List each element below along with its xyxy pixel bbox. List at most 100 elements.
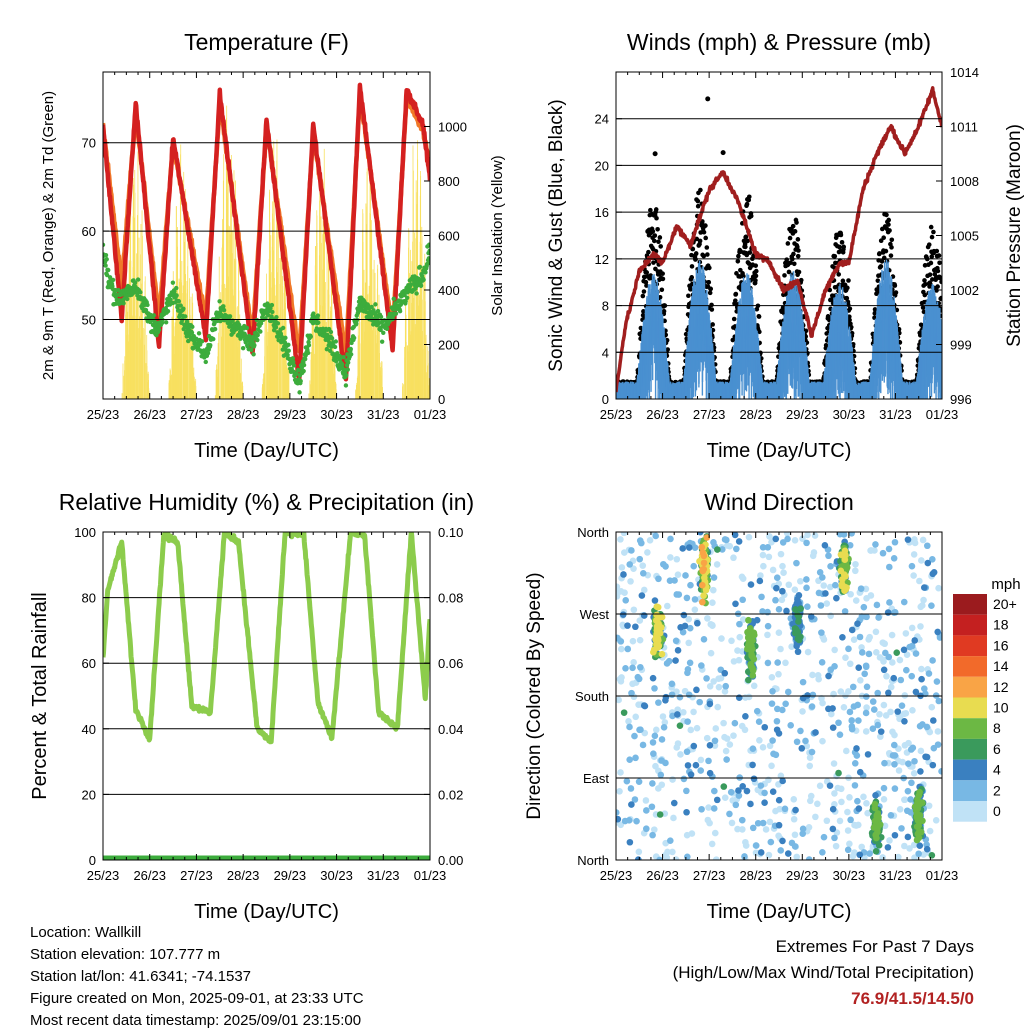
- gust-point: [845, 286, 850, 291]
- gust-outlier: [721, 150, 726, 155]
- dewpoint-point: [249, 348, 253, 352]
- gust-point: [889, 237, 894, 242]
- dewpoint-point: [222, 308, 226, 312]
- dewpoint-point: [181, 306, 185, 310]
- gust-point: [658, 235, 663, 240]
- dewpoint-point: [190, 325, 194, 329]
- dewpoint-point: [252, 343, 256, 347]
- gust-point: [644, 270, 649, 275]
- dewpoint-point: [423, 270, 427, 274]
- dewpoint-point: [245, 326, 249, 330]
- dewpoint-point: [200, 339, 204, 343]
- gust-point: [797, 270, 802, 275]
- dewpoint-point: [208, 343, 212, 347]
- gust-point: [698, 188, 703, 193]
- gust-point: [658, 244, 663, 249]
- gust-point: [748, 250, 753, 255]
- gust-point: [938, 276, 943, 281]
- gust-point: [736, 259, 741, 264]
- dewpoint-point: [316, 320, 320, 324]
- gust-point: [710, 322, 715, 327]
- gust-point: [922, 293, 927, 298]
- dewpoint-point: [307, 343, 311, 347]
- gust-point: [705, 245, 710, 250]
- temperature-series: [101, 85, 432, 399]
- gust-point: [846, 278, 851, 283]
- gust-point: [886, 222, 891, 227]
- dewpoint-point: [344, 373, 348, 377]
- dewpoint-point: [381, 331, 385, 335]
- gust-point: [935, 284, 940, 289]
- gust-point: [889, 245, 894, 250]
- gust-point: [690, 264, 695, 269]
- gust-point: [836, 272, 841, 277]
- dewpoint-point: [213, 327, 217, 331]
- dewpoint-point: [309, 334, 313, 338]
- gust-point: [641, 294, 646, 299]
- gust-point: [794, 220, 799, 225]
- gust-point: [837, 245, 842, 250]
- gust-outlier: [705, 96, 710, 101]
- gust-outlier: [653, 151, 658, 156]
- gust-point: [881, 235, 886, 240]
- gust-point: [889, 253, 894, 258]
- dewpoint-point: [211, 337, 215, 341]
- dewpoint-point: [349, 347, 353, 351]
- dewpoint-point: [301, 369, 305, 373]
- dewpoint-point: [297, 390, 301, 394]
- gust-point: [894, 290, 899, 295]
- dewpoint-point: [334, 339, 338, 343]
- dewpoint-point: [274, 325, 278, 329]
- dewpoint-point: [346, 367, 350, 371]
- dewpoint-point: [177, 299, 181, 303]
- dewpoint-point: [344, 383, 348, 387]
- dewpoint-point: [125, 297, 129, 301]
- gust-point: [662, 309, 667, 314]
- gust-point: [708, 287, 713, 292]
- gust-point: [747, 194, 752, 199]
- dewpoint-point: [287, 349, 291, 353]
- gust-point: [839, 233, 844, 238]
- gust-point: [929, 261, 934, 266]
- dewpoint-point: [394, 311, 398, 315]
- dewpoint-point: [392, 297, 396, 301]
- dewpoint-point: [414, 291, 418, 295]
- dewpoint-point: [352, 336, 356, 340]
- gust-point: [754, 274, 759, 279]
- dewpoint-point: [157, 328, 161, 332]
- gust-point: [893, 283, 898, 288]
- dewpoint-point: [340, 362, 344, 366]
- gust-point: [936, 269, 941, 274]
- gust-point: [937, 260, 942, 265]
- dewpoint-point: [283, 336, 287, 340]
- gust-point: [686, 293, 691, 298]
- gust-point: [660, 271, 665, 276]
- gust-point: [698, 239, 703, 244]
- gust-point: [696, 199, 701, 204]
- dewpoint-point: [136, 277, 140, 281]
- gust-point: [654, 216, 659, 221]
- dewpoint-point: [405, 296, 409, 300]
- gust-point: [782, 273, 787, 278]
- dewpoint-point: [106, 268, 110, 272]
- gust-point: [796, 237, 801, 242]
- dewpoint-point: [104, 253, 108, 257]
- solar-series: [122, 106, 430, 399]
- gust-point: [736, 254, 741, 259]
- gust-point: [884, 213, 889, 218]
- dewpoint-point: [419, 284, 423, 288]
- dewpoint-point: [105, 257, 109, 261]
- gust-point: [642, 289, 647, 294]
- gust-point: [796, 254, 801, 259]
- gust-point: [753, 263, 758, 268]
- dewpoint-point: [286, 343, 290, 347]
- gust-point: [937, 253, 942, 258]
- dewpoint-point: [330, 336, 334, 340]
- dewpoint-point: [418, 265, 422, 269]
- gust-point: [929, 225, 934, 230]
- dewpoint-point: [316, 313, 320, 317]
- dewpoint-point: [174, 293, 178, 297]
- gust-point: [749, 214, 754, 219]
- dewpoint-point: [291, 360, 295, 364]
- gust-point: [848, 306, 853, 311]
